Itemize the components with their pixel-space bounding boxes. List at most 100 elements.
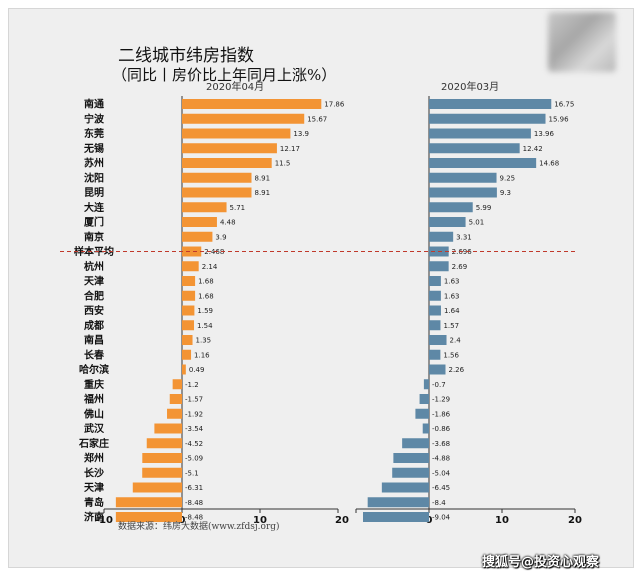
bar-value-label: -0.86 (432, 425, 451, 433)
bar-value-label: 1.68 (198, 292, 214, 300)
bar-value-label: 1.68 (198, 278, 214, 286)
bar (429, 113, 546, 124)
bar (429, 364, 446, 375)
bar (393, 453, 429, 463)
bar (429, 158, 537, 168)
bar-value-label: 15.96 (549, 115, 570, 123)
bar-value-label: -1.29 (432, 396, 450, 404)
bar (422, 423, 429, 434)
category-label: 合肥 (83, 289, 104, 302)
chart-subtitle: （同比丨房价比上年同月上涨%） (112, 66, 336, 84)
panel-left-title: 2020年04月 (206, 80, 264, 93)
bar (142, 467, 182, 478)
bar (182, 113, 305, 124)
bar-value-label: 2.14 (202, 263, 218, 271)
x-tick-label: 0 (179, 515, 186, 526)
bar (132, 482, 182, 493)
category-label: 重庆 (84, 378, 104, 391)
bar-value-label: -8.48 (185, 499, 203, 507)
bar (429, 276, 441, 286)
bar (167, 408, 182, 419)
bar-value-label: -1.2 (185, 381, 199, 389)
bar-value-label: -4.52 (185, 440, 203, 448)
bar-value-label: -0.7 (432, 381, 446, 389)
bar-value-label: 11.5 (275, 160, 291, 168)
category-label: 济南 (84, 511, 104, 524)
bar (154, 423, 182, 434)
bar-value-label: 4.48 (220, 219, 236, 227)
category-label: 南京 (84, 230, 104, 243)
bar (429, 143, 520, 154)
bar (182, 335, 193, 345)
category-label: 长春 (84, 348, 104, 361)
category-label: 郑州 (84, 452, 104, 465)
bar-value-label: 9.25 (500, 174, 516, 182)
bar (182, 364, 186, 375)
bar-value-label: 1.64 (444, 307, 460, 315)
bar-value-label: 2.4 (450, 337, 462, 345)
category-label: 南通 (84, 98, 104, 111)
bar-value-label: -6.45 (432, 484, 450, 492)
bar-value-label: 8.91 (254, 189, 270, 197)
bar-value-label: -1.86 (432, 410, 451, 418)
x-tick-label: 10 (495, 515, 509, 526)
bar-value-label: 8.91 (254, 174, 270, 182)
category-label: 昆明 (84, 187, 104, 199)
source-note: 数据来源：纬房大数据(www.zfdsj.org) (118, 520, 280, 532)
bar (429, 99, 552, 109)
category-label: 天津 (84, 481, 104, 494)
bar-value-label: 5.01 (469, 219, 485, 227)
bar (182, 246, 202, 257)
bar (182, 143, 277, 154)
category-label: 天津 (84, 275, 104, 288)
category-label: 杭州 (84, 260, 104, 273)
bar-value-label: -8.48 (185, 514, 203, 522)
bar-value-label: 3.9 (215, 233, 226, 241)
bar (429, 305, 441, 316)
bar (182, 99, 322, 109)
bar-value-label: 17.86 (324, 101, 345, 109)
bar (402, 438, 429, 449)
category-label: 哈尔滨 (79, 363, 109, 376)
bar-value-label: 13.9 (293, 130, 309, 138)
bar (429, 349, 441, 360)
bar-value-label: 2.69 (452, 263, 468, 271)
bar-value-label: 1.63 (444, 292, 460, 300)
bar (415, 408, 429, 419)
bar (429, 320, 441, 331)
category-label: 石家庄 (78, 437, 109, 450)
bar (429, 261, 449, 272)
bar (182, 231, 213, 242)
category-label: 沈阳 (84, 171, 104, 184)
bar-value-label: 5.99 (476, 204, 492, 212)
bar-value-label: -5.1 (185, 469, 199, 477)
category-label: 宁波 (84, 112, 105, 125)
bar-value-label: 1.59 (197, 307, 213, 315)
bar-value-label: 16.75 (554, 101, 574, 109)
bar (182, 202, 227, 213)
bar-value-label: 1.63 (444, 278, 460, 286)
bar-value-label: 12.42 (523, 145, 543, 153)
category-label: 南昌 (84, 334, 104, 347)
bar (429, 128, 531, 139)
category-label: 东莞 (84, 127, 104, 140)
category-label: 大连 (84, 201, 105, 214)
category-label: 厦门 (84, 216, 104, 229)
chart-title: 二线城市纬房指数 (118, 46, 254, 66)
bar (429, 335, 447, 345)
bar-value-label: -1.92 (185, 410, 203, 418)
bar (142, 453, 182, 463)
x-tick-label: 20 (568, 515, 582, 526)
bar-value-label: 1.35 (196, 337, 212, 345)
bar-value-label: -5.04 (432, 469, 451, 477)
bar (182, 172, 252, 183)
bar-value-label: 14.68 (539, 160, 559, 168)
watermark: 搜狐号@投资心观察 (482, 555, 600, 570)
category-label: 西安 (84, 304, 104, 317)
x-tick-label: 10 (253, 515, 267, 526)
bar-value-label: -8.4 (432, 499, 446, 507)
bar-value-label: 1.16 (194, 351, 210, 359)
bar-value-label: -5.09 (185, 455, 203, 463)
bar-value-label: -9.04 (432, 514, 451, 522)
